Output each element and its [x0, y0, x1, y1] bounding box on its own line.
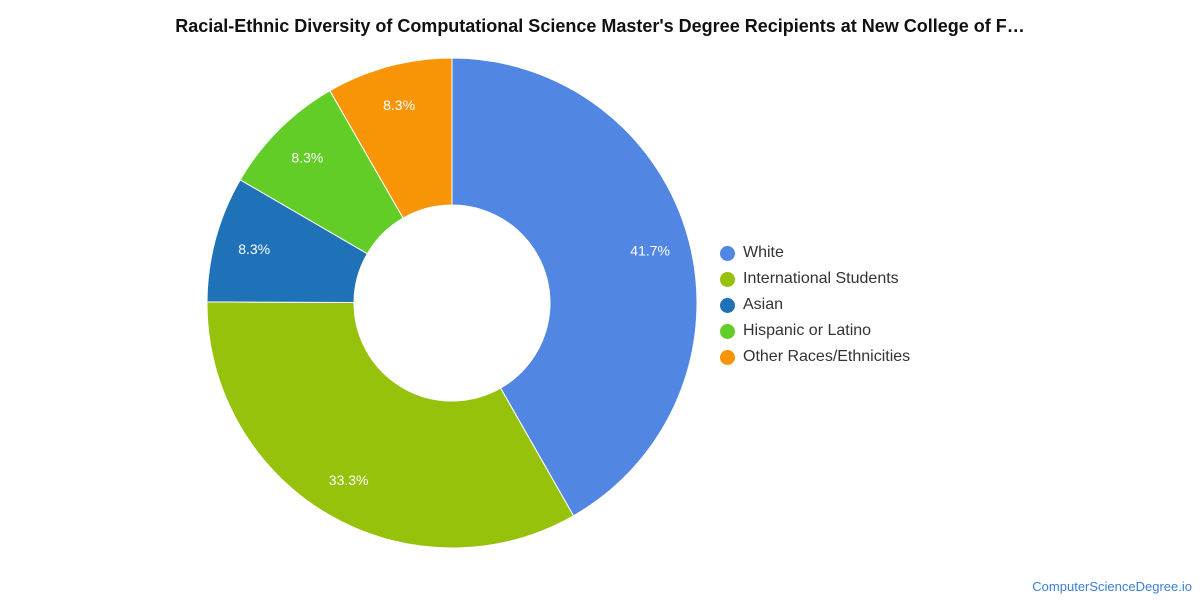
donut-slice[interactable]	[451, 57, 698, 517]
slice-value-label: 8.3%	[238, 241, 270, 257]
legend-label: International Students	[743, 270, 899, 287]
donut-slices	[206, 57, 698, 549]
slice-value-label: 33.3%	[329, 472, 369, 488]
chart-legend: White International Students Asian Hispanic…	[720, 240, 910, 370]
legend-swatch	[720, 323, 735, 339]
legend-item[interactable]: International Students	[720, 266, 910, 292]
source-link[interactable]: ComputerScienceDegree.io	[1032, 579, 1192, 594]
slice-value-label: 8.3%	[291, 150, 323, 166]
legend-label: White	[743, 244, 784, 261]
donut-slice[interactable]	[329, 57, 453, 219]
legend-label: Hispanic or Latino	[743, 322, 872, 339]
donut-slice-labels: 41.7% 33.3% 8.3% 8.3% 8.3%	[238, 97, 670, 488]
legend-item[interactable]: Hispanic or Latino	[720, 318, 910, 344]
legend-swatch	[720, 297, 735, 313]
donut-slice[interactable]	[206, 301, 575, 549]
chart-title: Racial-Ethnic Diversity of Computational…	[175, 16, 1025, 36]
legend-item[interactable]: Other Races/Ethnicities	[720, 344, 910, 370]
legend-swatch	[720, 349, 735, 365]
legend-swatch	[720, 245, 735, 261]
legend-swatch	[720, 271, 735, 287]
slice-value-label: 8.3%	[383, 97, 415, 113]
legend-item[interactable]: White	[720, 240, 910, 266]
legend-label: Other Races/Ethnicities	[743, 348, 911, 365]
legend-item[interactable]: Asian	[720, 292, 910, 318]
slice-value-label: 41.7%	[630, 242, 670, 258]
legend-label: Asian	[743, 296, 784, 313]
